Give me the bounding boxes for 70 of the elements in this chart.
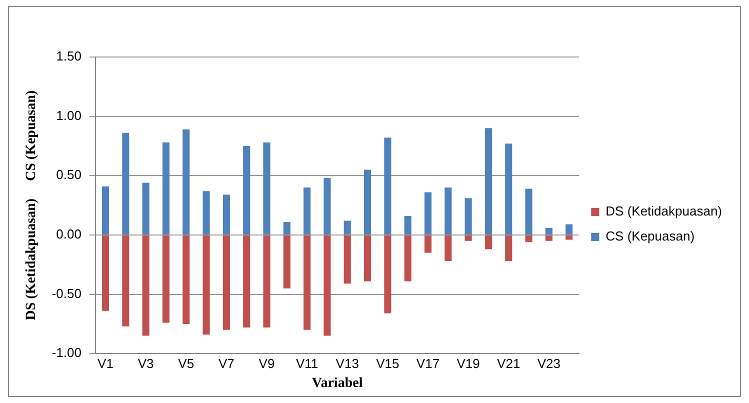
x-tick-label: V19 bbox=[456, 356, 480, 371]
x-tick-label: V13 bbox=[336, 356, 359, 371]
bar bbox=[545, 235, 552, 241]
bar bbox=[243, 146, 250, 234]
bar bbox=[505, 144, 512, 234]
x-tick-label: V17 bbox=[416, 356, 440, 371]
x-tick-label: V9 bbox=[258, 356, 275, 371]
x-tick-label: V1 bbox=[98, 356, 114, 371]
bar bbox=[202, 235, 210, 335]
bar bbox=[324, 235, 331, 336]
bar bbox=[222, 194, 230, 234]
bar bbox=[424, 192, 432, 234]
x-tick-label: V5 bbox=[178, 356, 194, 371]
bar bbox=[384, 138, 392, 234]
bar bbox=[324, 178, 331, 234]
y-axis-title: DS (Ketidakpuasan) CS (Kepuasan) bbox=[24, 90, 40, 320]
bar bbox=[304, 188, 311, 234]
bar bbox=[142, 182, 150, 234]
bar bbox=[243, 235, 250, 328]
bar bbox=[464, 198, 472, 234]
bar bbox=[364, 235, 372, 282]
y-tick-label: 1.00 bbox=[56, 108, 82, 123]
bar bbox=[404, 235, 412, 282]
x-tick-label: V3 bbox=[138, 356, 154, 371]
y-tick-label: 0.00 bbox=[56, 226, 82, 242]
bar bbox=[122, 235, 130, 326]
bar bbox=[222, 235, 230, 330]
bar bbox=[263, 235, 270, 328]
bar bbox=[484, 235, 492, 250]
x-axis-title: Variabel bbox=[312, 376, 363, 392]
y-tick-label: -1.00 bbox=[52, 345, 82, 360]
bar bbox=[102, 235, 110, 311]
y-tick-label: 0.50 bbox=[56, 167, 82, 182]
x-tick-label: V23 bbox=[537, 356, 560, 371]
y-tick-label: -0.50 bbox=[52, 286, 82, 301]
bar bbox=[182, 129, 190, 234]
bar bbox=[545, 228, 552, 234]
x-tick-label: V21 bbox=[497, 356, 520, 371]
y-tick-label: 1.50 bbox=[56, 48, 82, 64]
bar bbox=[424, 235, 432, 253]
bar bbox=[263, 142, 270, 234]
x-tick-label: V15 bbox=[376, 356, 400, 371]
bar bbox=[202, 191, 210, 234]
bar bbox=[182, 235, 190, 324]
bar bbox=[364, 170, 372, 234]
bar bbox=[344, 235, 351, 284]
bar bbox=[122, 132, 130, 234]
bar bbox=[525, 235, 532, 242]
legend-label: DS (Ketidakpuasan) bbox=[606, 204, 722, 219]
bar bbox=[162, 235, 170, 323]
bar bbox=[505, 235, 512, 262]
bar bbox=[566, 235, 573, 240]
bar bbox=[142, 235, 150, 336]
bar bbox=[525, 188, 532, 234]
bar bbox=[102, 186, 110, 234]
bar bbox=[444, 235, 452, 262]
bar bbox=[566, 224, 573, 234]
legend-label: CS (Kepuasan) bbox=[606, 228, 695, 244]
bar bbox=[444, 188, 452, 234]
bar bbox=[484, 128, 492, 234]
bar bbox=[464, 235, 472, 241]
x-tick-label: V11 bbox=[296, 356, 318, 371]
bar bbox=[283, 235, 290, 288]
bar bbox=[304, 235, 311, 330]
bar bbox=[344, 220, 351, 234]
bar bbox=[162, 142, 170, 234]
bar bbox=[404, 216, 412, 234]
bar bbox=[384, 235, 392, 314]
bar bbox=[283, 222, 290, 234]
x-tick-label: V7 bbox=[218, 356, 234, 371]
